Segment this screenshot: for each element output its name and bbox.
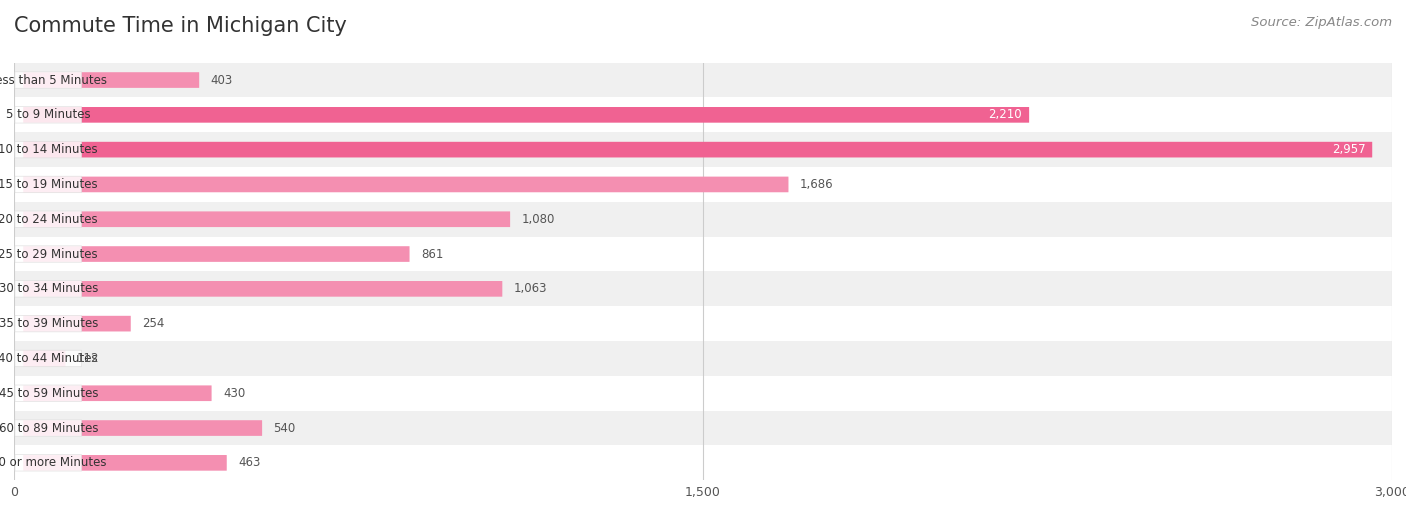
Text: 540: 540 xyxy=(274,422,295,434)
Text: 10 to 14 Minutes: 10 to 14 Minutes xyxy=(0,143,98,156)
Text: 20 to 24 Minutes: 20 to 24 Minutes xyxy=(0,213,98,226)
FancyBboxPatch shape xyxy=(15,455,82,471)
FancyBboxPatch shape xyxy=(15,176,82,193)
FancyBboxPatch shape xyxy=(15,350,82,366)
Bar xyxy=(14,132,1392,167)
Bar xyxy=(14,271,1392,306)
FancyBboxPatch shape xyxy=(15,141,82,158)
Bar xyxy=(14,341,1392,376)
FancyBboxPatch shape xyxy=(24,385,211,401)
FancyBboxPatch shape xyxy=(24,211,510,227)
FancyBboxPatch shape xyxy=(24,176,789,192)
Text: 861: 861 xyxy=(420,247,443,260)
FancyBboxPatch shape xyxy=(15,281,82,297)
Text: 463: 463 xyxy=(238,456,260,469)
FancyBboxPatch shape xyxy=(15,72,82,88)
FancyBboxPatch shape xyxy=(15,420,82,436)
Text: 403: 403 xyxy=(211,74,233,87)
Text: 60 to 89 Minutes: 60 to 89 Minutes xyxy=(0,422,98,434)
Bar xyxy=(14,306,1392,341)
Text: 90 or more Minutes: 90 or more Minutes xyxy=(0,456,105,469)
Text: 25 to 29 Minutes: 25 to 29 Minutes xyxy=(0,247,98,260)
Text: 40 to 44 Minutes: 40 to 44 Minutes xyxy=(0,352,98,365)
Bar xyxy=(14,236,1392,271)
Text: 45 to 59 Minutes: 45 to 59 Minutes xyxy=(0,387,98,400)
FancyBboxPatch shape xyxy=(24,72,200,88)
Bar xyxy=(14,411,1392,445)
Bar xyxy=(14,202,1392,236)
Text: 254: 254 xyxy=(142,317,165,330)
FancyBboxPatch shape xyxy=(24,316,131,331)
FancyBboxPatch shape xyxy=(15,211,82,228)
Text: 5 to 9 Minutes: 5 to 9 Minutes xyxy=(6,109,90,121)
FancyBboxPatch shape xyxy=(15,315,82,332)
Text: 35 to 39 Minutes: 35 to 39 Minutes xyxy=(0,317,98,330)
Bar xyxy=(14,445,1392,480)
Bar xyxy=(14,98,1392,132)
FancyBboxPatch shape xyxy=(24,351,66,366)
Bar xyxy=(14,63,1392,98)
Text: 1,080: 1,080 xyxy=(522,213,555,226)
FancyBboxPatch shape xyxy=(24,246,409,262)
Bar xyxy=(14,376,1392,411)
Text: 2,210: 2,210 xyxy=(988,109,1022,121)
Text: 112: 112 xyxy=(77,352,100,365)
Text: Commute Time in Michigan City: Commute Time in Michigan City xyxy=(14,16,347,35)
FancyBboxPatch shape xyxy=(15,106,82,123)
Text: Source: ZipAtlas.com: Source: ZipAtlas.com xyxy=(1251,16,1392,29)
FancyBboxPatch shape xyxy=(24,107,1029,123)
Text: 1,063: 1,063 xyxy=(513,282,547,295)
FancyBboxPatch shape xyxy=(24,455,226,471)
Text: 2,957: 2,957 xyxy=(1331,143,1365,156)
FancyBboxPatch shape xyxy=(15,246,82,262)
Bar xyxy=(14,167,1392,202)
Text: 1,686: 1,686 xyxy=(800,178,834,191)
Text: Less than 5 Minutes: Less than 5 Minutes xyxy=(0,74,107,87)
FancyBboxPatch shape xyxy=(24,142,1372,158)
Text: 30 to 34 Minutes: 30 to 34 Minutes xyxy=(0,282,98,295)
Text: 430: 430 xyxy=(224,387,245,400)
FancyBboxPatch shape xyxy=(15,385,82,401)
Text: 15 to 19 Minutes: 15 to 19 Minutes xyxy=(0,178,98,191)
FancyBboxPatch shape xyxy=(24,420,262,436)
FancyBboxPatch shape xyxy=(24,281,502,296)
